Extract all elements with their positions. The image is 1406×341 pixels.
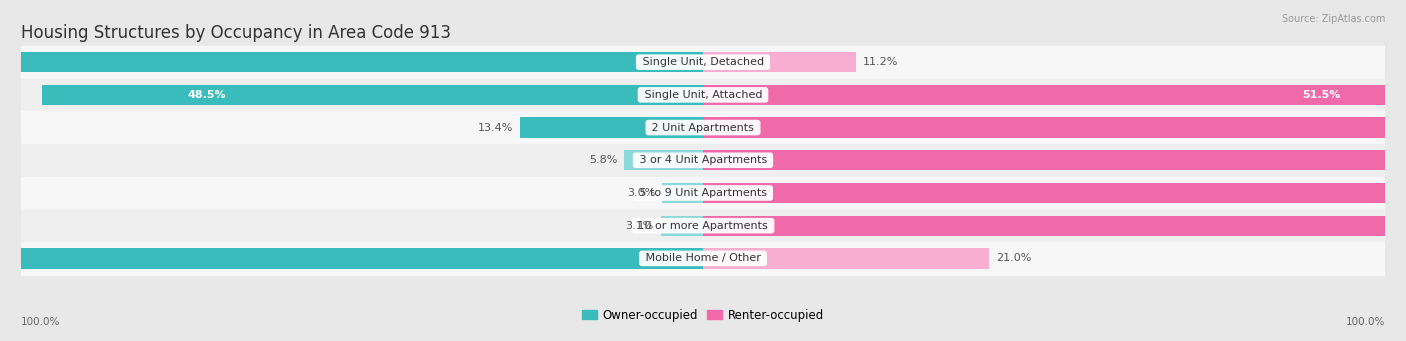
Bar xyxy=(662,183,703,203)
Bar xyxy=(21,46,1385,78)
Text: 5.8%: 5.8% xyxy=(589,155,617,165)
Bar xyxy=(703,52,856,72)
Bar xyxy=(703,117,1406,138)
Text: 100.0%: 100.0% xyxy=(21,317,60,327)
Bar xyxy=(661,216,703,236)
Bar xyxy=(703,183,1406,203)
Bar xyxy=(21,144,1385,177)
Text: 3.0%: 3.0% xyxy=(627,188,655,198)
Text: 13.4%: 13.4% xyxy=(478,122,513,133)
Bar xyxy=(0,248,703,268)
Text: Single Unit, Detached: Single Unit, Detached xyxy=(638,57,768,67)
Bar xyxy=(703,150,1406,170)
Text: Mobile Home / Other: Mobile Home / Other xyxy=(641,253,765,263)
Bar xyxy=(703,85,1406,105)
Legend: Owner-occupied, Renter-occupied: Owner-occupied, Renter-occupied xyxy=(578,304,828,326)
Text: Housing Structures by Occupancy in Area Code 913: Housing Structures by Occupancy in Area … xyxy=(21,24,451,42)
Text: 3 or 4 Unit Apartments: 3 or 4 Unit Apartments xyxy=(636,155,770,165)
Text: 11.2%: 11.2% xyxy=(862,57,898,67)
Text: 10 or more Apartments: 10 or more Apartments xyxy=(634,221,772,231)
Text: 51.5%: 51.5% xyxy=(1302,90,1340,100)
Bar xyxy=(21,242,1385,275)
Text: 21.0%: 21.0% xyxy=(997,253,1032,263)
Bar xyxy=(520,117,703,138)
Text: Single Unit, Attached: Single Unit, Attached xyxy=(641,90,765,100)
Bar xyxy=(21,177,1385,209)
Text: 100.0%: 100.0% xyxy=(1346,317,1385,327)
Bar xyxy=(703,216,1406,236)
Bar xyxy=(21,209,1385,242)
Text: 5 to 9 Unit Apartments: 5 to 9 Unit Apartments xyxy=(636,188,770,198)
Bar xyxy=(42,85,703,105)
Bar xyxy=(0,52,703,72)
Bar xyxy=(624,150,703,170)
Text: 2 Unit Apartments: 2 Unit Apartments xyxy=(648,122,758,133)
Bar xyxy=(21,78,1385,111)
Bar xyxy=(703,248,990,268)
Text: Source: ZipAtlas.com: Source: ZipAtlas.com xyxy=(1281,14,1385,24)
Text: 3.1%: 3.1% xyxy=(626,221,654,231)
Text: 48.5%: 48.5% xyxy=(187,90,226,100)
Bar xyxy=(21,111,1385,144)
